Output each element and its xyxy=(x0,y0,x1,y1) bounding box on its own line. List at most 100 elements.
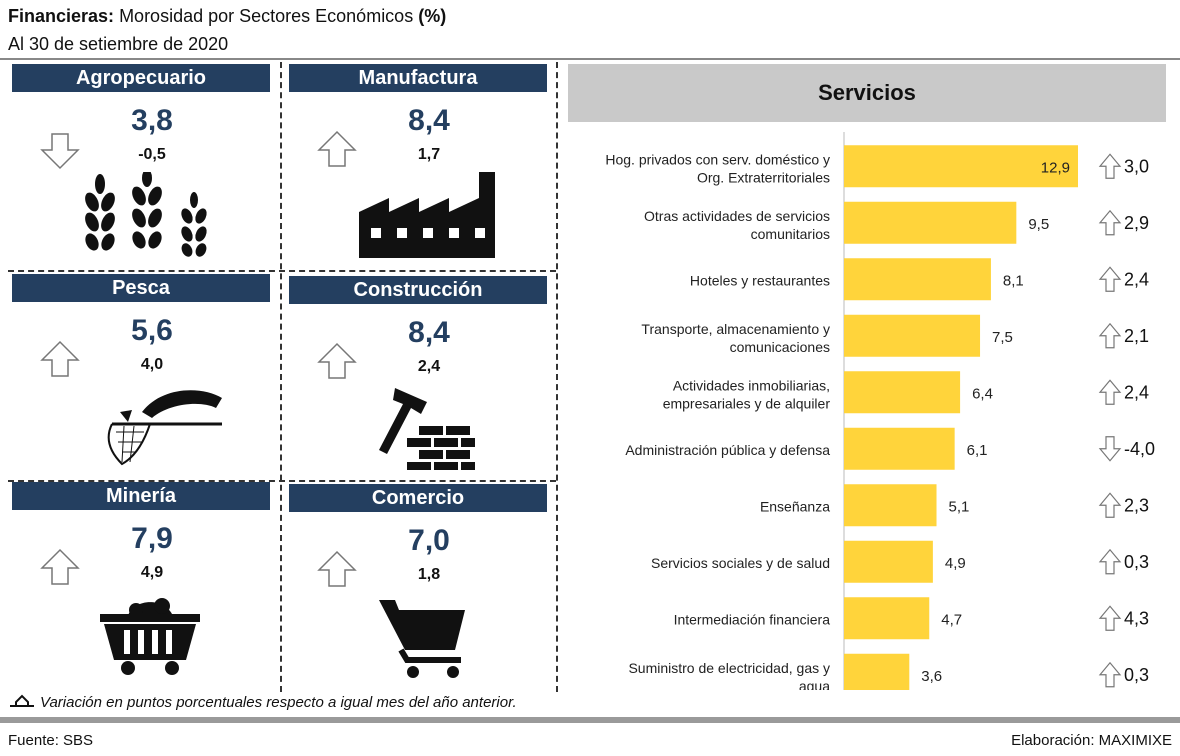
page-subtitle: Al 30 de setiembre de 2020 xyxy=(8,34,229,54)
value-label: 4,7 xyxy=(941,611,962,628)
category-label: Actividades inmobiliarias, empresariales … xyxy=(663,377,831,411)
arrow-up-icon xyxy=(317,550,357,587)
change-label: 2,9 xyxy=(1124,213,1149,233)
top-divider xyxy=(0,58,1180,60)
tile-header: Pesca xyxy=(12,274,270,302)
grid-divider xyxy=(280,62,282,692)
change-label: 2,4 xyxy=(1124,269,1149,289)
arrow-up-icon xyxy=(1098,548,1122,575)
category-label: Enseñanza xyxy=(760,498,830,514)
tile-change: 2,4 xyxy=(417,358,441,375)
tile-header: Manufactura xyxy=(289,64,547,92)
value-label: 5,1 xyxy=(949,498,970,515)
credit-text: Elaboración: MAXIMIXE xyxy=(1011,732,1172,749)
change-label: 2,3 xyxy=(1124,495,1149,515)
change-label: 4,3 xyxy=(1124,608,1149,628)
bar xyxy=(844,371,961,414)
tile-header: Construcción xyxy=(289,276,547,304)
arrow-up-icon xyxy=(317,342,357,379)
change-label: 0,3 xyxy=(1124,665,1149,685)
bottom-divider xyxy=(0,717,1180,723)
category-label: Otras actividades de servicios comunitari… xyxy=(644,208,830,242)
tile-value: 3,8 xyxy=(131,104,173,137)
change-label: 0,3 xyxy=(1124,552,1149,572)
change-label: -4,0 xyxy=(1124,439,1155,459)
category-label: Intermediación financiera xyxy=(674,611,831,627)
bar xyxy=(844,484,937,527)
sector-tile-comercio: Comercio 7,0 1,8 xyxy=(289,484,547,684)
tile-change: -0,5 xyxy=(138,146,166,163)
sector-tile-agropecuario: Agropecuario 3,8 -0,5 xyxy=(12,64,270,264)
value-label: 8,1 xyxy=(1003,272,1024,289)
bar xyxy=(844,597,930,640)
sector-tile-construccion: Construcción 8,4 2,4 xyxy=(289,276,547,476)
tile-value: 7,0 xyxy=(408,524,450,557)
arrow-up-icon xyxy=(1098,661,1122,688)
bar xyxy=(844,427,955,470)
variation-legend-icon xyxy=(10,694,34,707)
tile-change: 1,8 xyxy=(417,566,441,583)
grid-divider xyxy=(8,270,556,272)
category-label: Suministro de electricidad, gas y agua xyxy=(628,660,830,690)
title-main: Morosidad por Sectores Económicos xyxy=(119,6,414,26)
services-header: Servicios xyxy=(568,64,1166,122)
value-label: 3,6 xyxy=(921,668,942,685)
legend: Variación en puntos porcentuales respect… xyxy=(8,694,517,711)
value-label: 4,9 xyxy=(945,555,966,572)
category-label: Hoteles y restaurantes xyxy=(690,272,830,288)
category-label: Transporte, almacenamiento y comunicacion… xyxy=(641,321,830,355)
category-label: Hog. privados con serv. doméstico y Org. … xyxy=(605,151,830,185)
category-label: Administración pública y defensa xyxy=(625,442,830,458)
tile-value: 8,4 xyxy=(408,104,450,137)
bar xyxy=(844,540,933,583)
value-label: 12,9 xyxy=(1041,159,1070,176)
bar xyxy=(844,258,991,301)
sector-tile-manufactura: Manufactura 8,4 1,7 xyxy=(289,64,547,264)
bar xyxy=(844,201,1017,244)
fish-net-icon xyxy=(107,390,222,466)
bar xyxy=(844,653,910,690)
sector-tile-mineria: Minería 7,9 4,9 xyxy=(12,482,270,682)
arrow-up-icon xyxy=(1098,379,1122,405)
services-bar-chart: Hog. privados con serv. doméstico y Org. … xyxy=(605,132,1155,690)
arrow-up-icon xyxy=(40,548,80,585)
change-label: 2,1 xyxy=(1124,326,1149,346)
change-label: 2,4 xyxy=(1124,382,1149,402)
value-label: 6,1 xyxy=(967,442,988,459)
arrow-up-icon xyxy=(1098,153,1122,179)
factory-icon xyxy=(359,172,495,258)
tile-value: 8,4 xyxy=(408,316,450,349)
arrow-up-icon xyxy=(1098,492,1122,518)
tile-change: 4,0 xyxy=(140,356,164,373)
arrow-up-icon xyxy=(317,130,357,167)
sector-tile-pesca: Pesca 5,6 4,0 xyxy=(12,274,270,474)
category-label: Servicios sociales y de salud xyxy=(651,555,830,571)
bar xyxy=(844,314,981,357)
title-unit: (%) xyxy=(418,6,447,26)
title-bold: Financieras: xyxy=(8,6,115,26)
tile-header: Comercio xyxy=(289,484,547,512)
value-label: 6,4 xyxy=(972,385,993,402)
tile-change: 1,7 xyxy=(417,146,441,163)
tile-header: Agropecuario xyxy=(12,64,270,92)
arrow-down-icon xyxy=(40,133,80,170)
arrow-down-icon xyxy=(1098,436,1122,462)
tile-value: 7,9 xyxy=(131,522,173,555)
change-label: 3,0 xyxy=(1124,156,1149,176)
bar xyxy=(844,145,1078,188)
arrow-up-icon xyxy=(1098,266,1122,292)
page-title: Financieras: Morosidad por Sectores Econ… xyxy=(8,6,446,27)
tile-value: 5,6 xyxy=(131,314,173,347)
arrow-up-icon xyxy=(1098,605,1122,631)
legend-text: Variación en puntos porcentuales respect… xyxy=(40,694,517,711)
source-text: Fuente: SBS xyxy=(8,732,94,749)
arrow-up-icon xyxy=(40,340,80,377)
value-label: 9,5 xyxy=(1028,216,1049,233)
grid-divider xyxy=(556,62,558,692)
arrow-up-icon xyxy=(1098,322,1122,349)
tile-change: 4,9 xyxy=(140,564,164,581)
tile-header: Minería xyxy=(12,482,270,510)
arrow-up-icon xyxy=(1098,209,1122,236)
mine-cart-icon xyxy=(100,598,200,675)
hammer-bricks-icon xyxy=(379,388,475,470)
